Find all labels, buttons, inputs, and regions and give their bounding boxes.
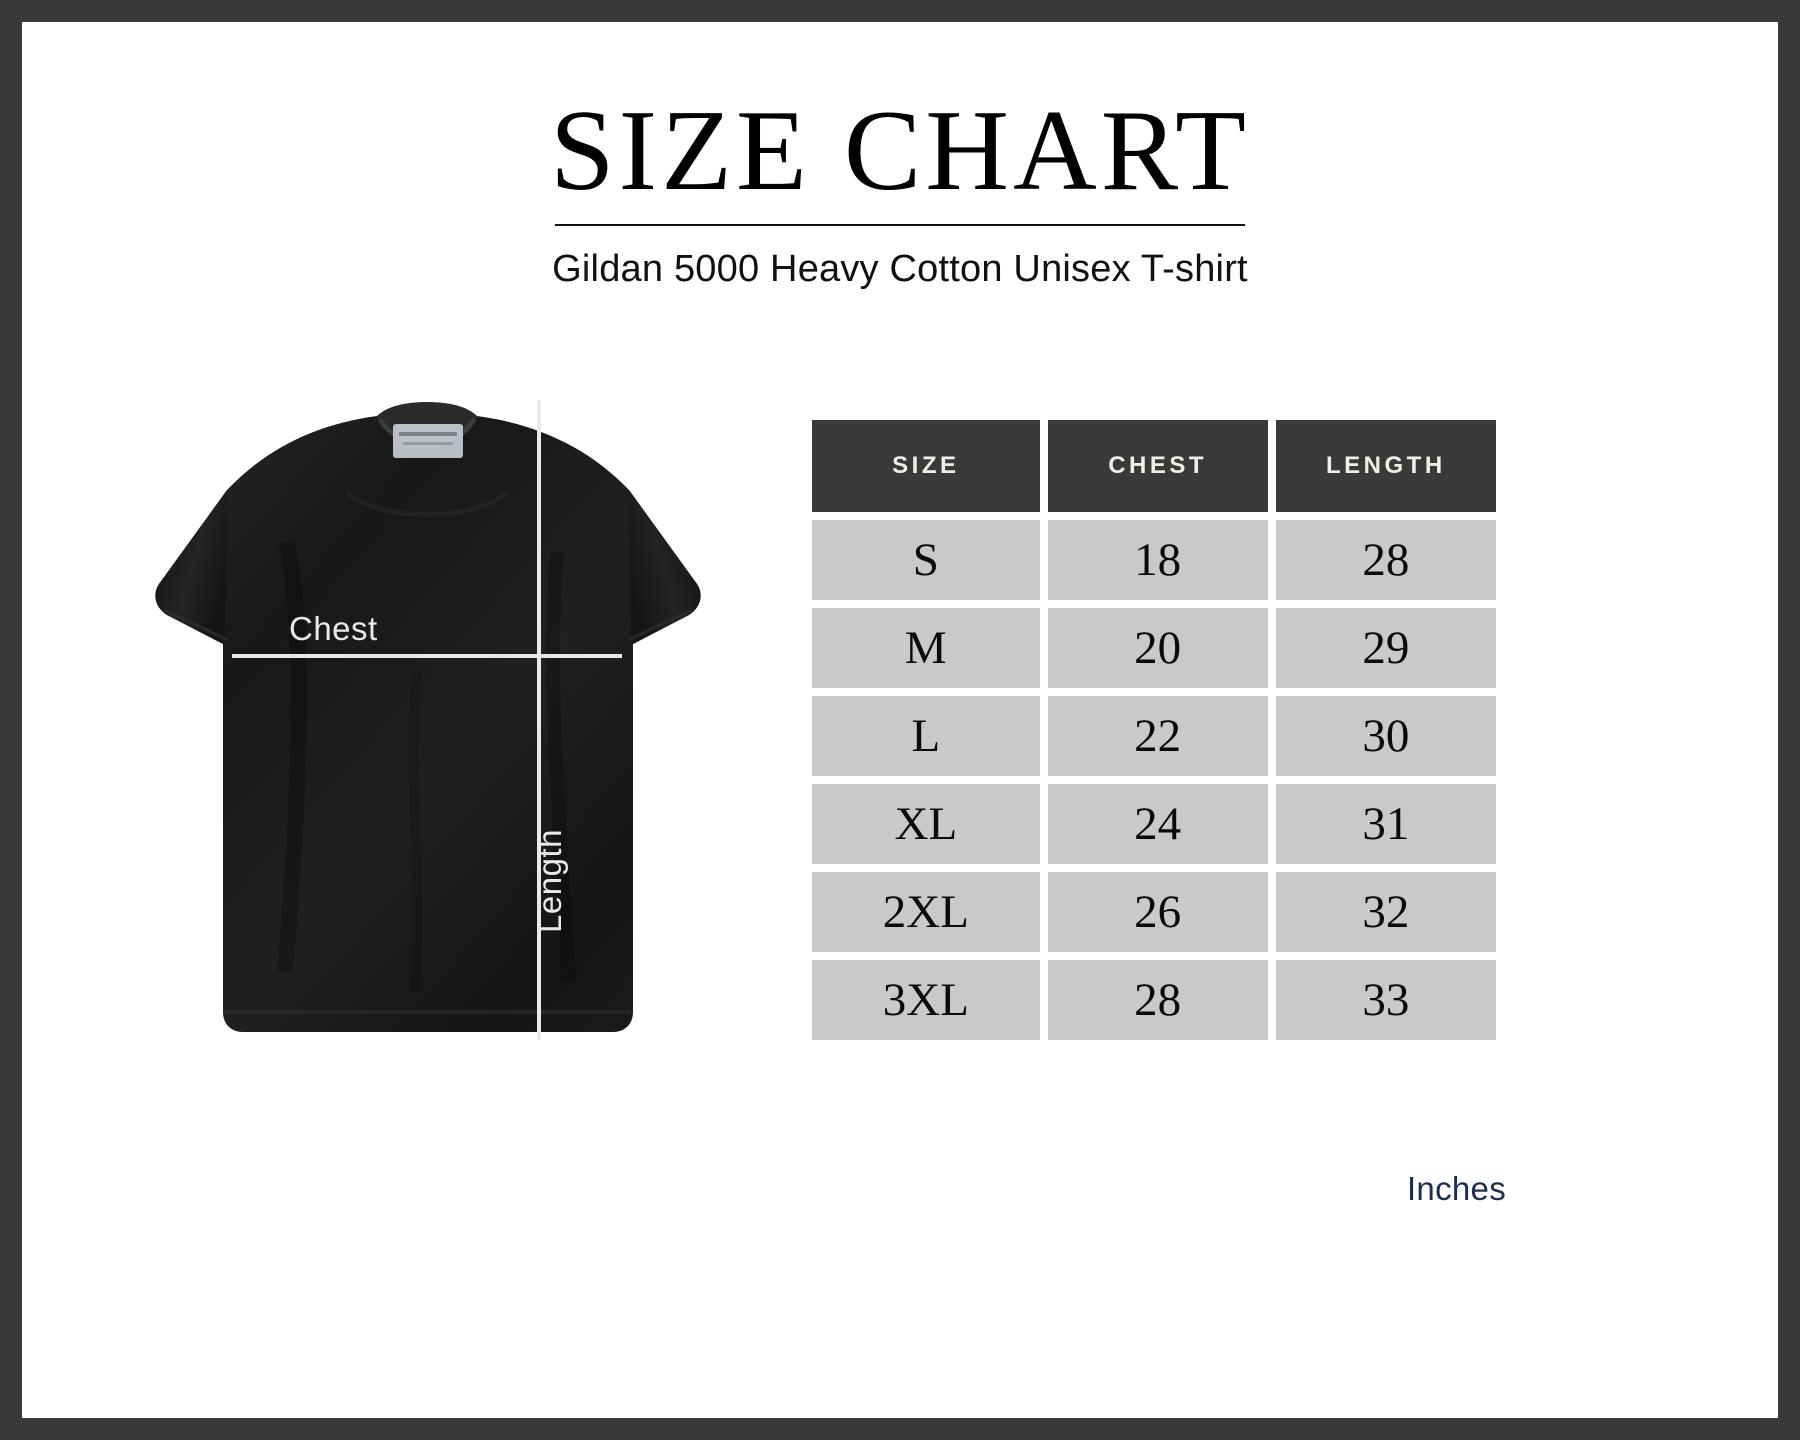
- cell-size: L: [812, 696, 1040, 776]
- table-header-row: SIZE CHEST LENGTH: [812, 420, 1496, 512]
- cell-chest: 18: [1047, 520, 1268, 600]
- column-header-length: LENGTH: [1275, 420, 1496, 512]
- chest-measure-line: [232, 654, 622, 658]
- cell-chest: 22: [1047, 696, 1268, 776]
- cell-size: S: [812, 520, 1040, 600]
- column-header-chest: CHEST: [1047, 420, 1268, 512]
- cell-chest: 26: [1047, 872, 1268, 952]
- table-row: XL 24 31: [812, 784, 1496, 864]
- size-table-wrapper: SIZE CHEST LENGTH S 18 28 M 20 29: [812, 420, 1512, 1040]
- table-head: SIZE CHEST LENGTH: [812, 420, 1496, 512]
- size-table: SIZE CHEST LENGTH S 18 28 M 20 29: [804, 412, 1504, 1048]
- table-row: 2XL 26 32: [812, 872, 1496, 952]
- column-header-size: SIZE: [812, 420, 1040, 512]
- cell-length: 29: [1275, 608, 1496, 688]
- table-body: S 18 28 M 20 29 L 22 30 XL: [812, 520, 1496, 1040]
- title-divider: [555, 224, 1245, 227]
- cell-chest: 20: [1047, 608, 1268, 688]
- table-row: L 22 30: [812, 696, 1496, 776]
- cell-size: M: [812, 608, 1040, 688]
- cell-size: 2XL: [812, 872, 1040, 952]
- chest-measure-label: Chest: [289, 610, 378, 647]
- units-label: Inches: [1406, 1170, 1506, 1207]
- table-row: 3XL 28 33: [812, 960, 1496, 1040]
- length-measure-label: Length: [531, 829, 568, 933]
- cell-length: 28: [1275, 520, 1496, 600]
- product-subtitle: Gildan 5000 Heavy Cotton Unisex T-shirt: [552, 248, 1248, 291]
- cell-size: 3XL: [812, 960, 1040, 1040]
- cell-length: 30: [1275, 696, 1496, 776]
- length-measure-line: [537, 400, 541, 1040]
- tshirt-illustration: Chest Length: [77, 372, 777, 1062]
- tshirt-icon: [155, 402, 701, 1032]
- white-canvas: SIZE CHART Gildan 5000 Heavy Cotton Unis…: [22, 22, 1778, 1418]
- cell-length: 33: [1275, 960, 1496, 1040]
- table-row: M 20 29: [812, 608, 1496, 688]
- cell-size: XL: [812, 784, 1040, 864]
- cell-length: 32: [1275, 872, 1496, 952]
- cell-length: 31: [1275, 784, 1496, 864]
- table-row: S 18 28: [812, 520, 1496, 600]
- cell-chest: 24: [1047, 784, 1268, 864]
- cell-chest: 28: [1047, 960, 1268, 1040]
- chart-header: SIZE CHART Gildan 5000 Heavy Cotton Unis…: [22, 92, 1778, 291]
- page-title: SIZE CHART: [549, 87, 1251, 215]
